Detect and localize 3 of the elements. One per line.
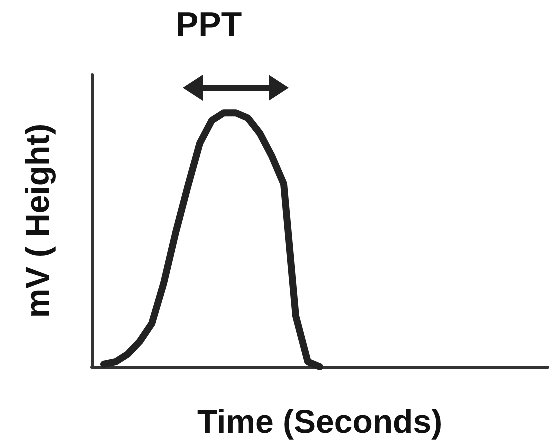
x-axis-title: Time (Seconds)	[197, 403, 443, 440]
y-axis-title: mV ( Height)	[19, 124, 56, 318]
text: PPT	[176, 6, 242, 44]
